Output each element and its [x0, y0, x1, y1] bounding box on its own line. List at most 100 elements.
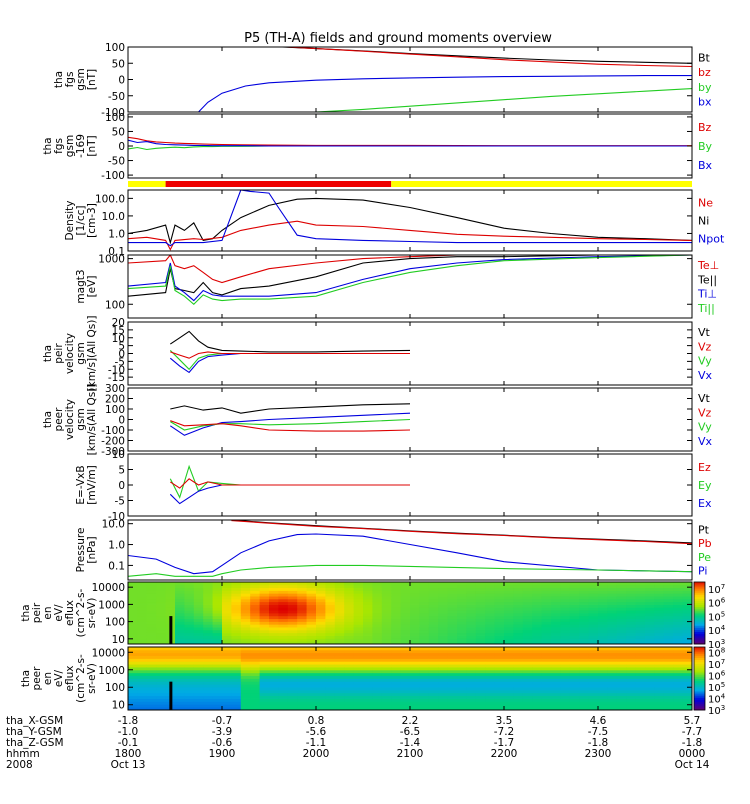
heatmap-cell [250, 607, 260, 611]
heatmap-cell [419, 669, 430, 674]
heatmap-cell [222, 598, 232, 603]
heatmap-cell [485, 684, 495, 688]
heatmap-cell [410, 629, 420, 634]
xaxis-tick-label: 2200 [491, 748, 518, 760]
heatmap-cell [475, 678, 486, 682]
heatmap-cell [654, 655, 665, 659]
pressure-frame [127, 519, 693, 581]
heatmap-cell [287, 632, 298, 636]
heatmap-cell [560, 652, 571, 656]
heatmap-cell [673, 707, 683, 710]
heatmap-cell [212, 647, 223, 651]
heatmap-cell [240, 661, 251, 665]
heatmap-cell [410, 615, 420, 620]
y-tick-label: 100 [105, 617, 125, 629]
heatmap-cell [363, 629, 373, 634]
heatmap-cell [306, 584, 317, 589]
heatmap-cell [240, 615, 251, 620]
heatmap-cell [222, 607, 232, 611]
ylabel-line: tha [20, 670, 32, 687]
heatmap-cell [240, 692, 251, 697]
heatmap-cell [259, 582, 270, 586]
heatmap-cell [598, 681, 608, 685]
heatmap-cell [475, 658, 486, 662]
heatmap-cell [250, 698, 260, 702]
heatmap-cell [522, 661, 533, 665]
heatmap-cell [231, 598, 242, 603]
heatmap-cell [410, 610, 420, 614]
heatmap-cell [175, 684, 185, 688]
heatmap-cell [334, 632, 345, 636]
heatmap-cell [560, 601, 571, 605]
ylabel-line: eflux [64, 666, 76, 692]
heatmap-cell [259, 649, 270, 654]
heatmap-cell [193, 704, 204, 708]
heatmap-cell [682, 587, 692, 591]
ylabel-line: gsm [75, 408, 87, 430]
heatmap-cell [447, 638, 458, 642]
heatmap-cell [588, 629, 599, 634]
heatmap-cell [616, 601, 627, 605]
heatmap-cell [146, 701, 157, 705]
heatmap-cell [240, 629, 251, 634]
heatmap-cell [278, 601, 289, 605]
heatmap-cell [475, 692, 486, 697]
heatmap-cell [146, 582, 157, 586]
heatmap-cell [128, 704, 138, 708]
heatmap-cell [485, 692, 495, 697]
heatmap-cell [231, 604, 242, 608]
heatmap-cell [297, 621, 307, 625]
heatmap-cell [175, 596, 185, 600]
heatmap-cell [165, 672, 176, 677]
heatmap-cell [616, 607, 627, 611]
heatmap-cell [551, 652, 561, 656]
heatmap-cell [231, 689, 242, 694]
colorbar-tick-label: 107 [708, 583, 725, 596]
heatmap-cell [231, 632, 242, 636]
heatmap-cell [381, 649, 392, 654]
heatmap-cell [626, 652, 636, 656]
heatmap-cell [184, 684, 195, 688]
heatmap-cell [353, 707, 364, 710]
xaxis-tick-label: -1.7 [494, 737, 515, 749]
heatmap-cell [551, 647, 561, 651]
heatmap-cell [428, 584, 439, 589]
heatmap-cell [259, 675, 270, 679]
heatmap-cell [400, 604, 411, 608]
heatmap-cell [635, 687, 646, 691]
heatmap-cell [598, 669, 608, 674]
heatmap-cell [128, 692, 138, 697]
heatmap-cell [306, 598, 317, 603]
heatmap-cell [381, 629, 392, 634]
heatmap-cell [146, 584, 157, 589]
heatmap-cell [184, 629, 195, 634]
heatmap-cell [616, 667, 627, 671]
heatmap-cell [682, 601, 692, 605]
heatmap-cell [400, 689, 411, 694]
heatmap-cell [560, 661, 571, 665]
heatmap-cell [287, 661, 298, 665]
heatmap-cell [522, 681, 533, 685]
y-tick-label: 5 [118, 465, 125, 477]
series-peer_vel-vx [169, 412, 411, 436]
heatmap-cell [504, 587, 514, 591]
heatmap-cell [381, 695, 392, 699]
heatmap-cell [363, 707, 373, 710]
heatmap-cell [193, 596, 204, 600]
heatmap-cell [457, 695, 467, 699]
heatmap-cell [419, 587, 430, 591]
heatmap-cell [447, 647, 458, 651]
heatmap-cell [184, 687, 195, 691]
heatmap-cell [193, 632, 204, 636]
heatmap-cell [663, 582, 674, 586]
heatmap-cell [579, 593, 589, 597]
heatmap-cell [297, 635, 307, 639]
series-pressure-pe [128, 564, 692, 577]
heatmap-cell [175, 621, 185, 625]
heatmap-cell [569, 613, 580, 617]
heatmap-cell [231, 590, 242, 594]
y-tick-label: 20 [112, 317, 125, 329]
heatmap-cell [579, 678, 589, 682]
heatmap-cell [569, 649, 580, 654]
